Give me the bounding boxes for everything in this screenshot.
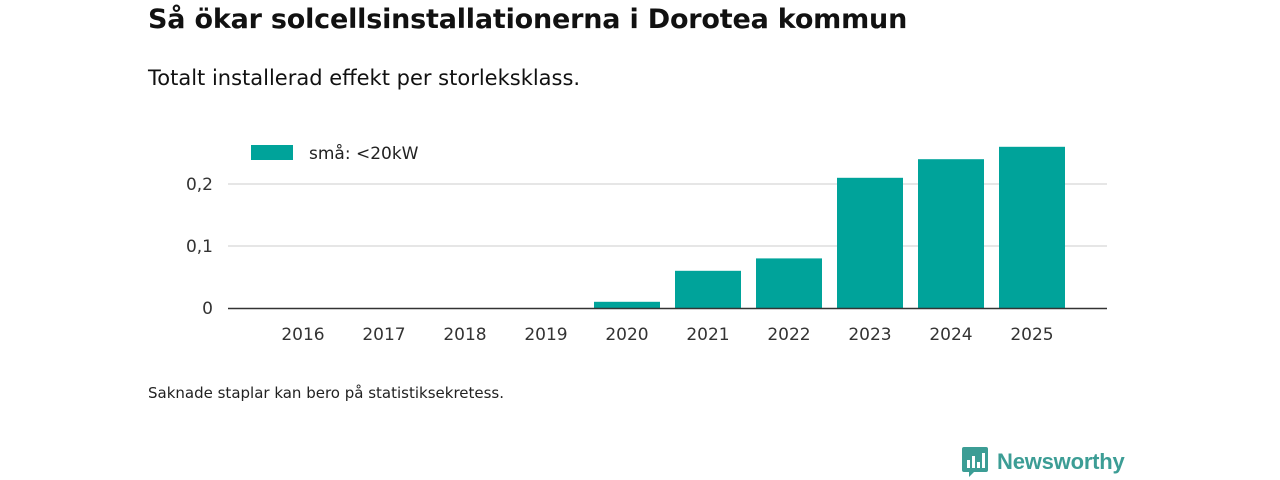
legend-label: små: <20kW (309, 143, 419, 164)
legend-swatch (251, 145, 293, 160)
x-axis-ticks: 2016 2017 2018 2019 2020 2021 2022 2023 2024 2025 (281, 325, 1053, 345)
y-tick-label: 0,1 (186, 237, 213, 257)
y-tick-label: 0 (202, 299, 213, 319)
x-tick-label: 2019 (524, 325, 567, 345)
y-tick-label: 0,2 (186, 175, 213, 195)
x-tick-label: 2017 (362, 325, 405, 345)
brand-name: Newsworthy (997, 449, 1125, 474)
x-tick-label: 2021 (686, 325, 729, 345)
bar-chart: 0 0,1 0,2 2016 2017 2018 2019 2020 2021 2022 2023… (186, 143, 1107, 345)
chart-title: Så ökar solcellsinstallationerna i Dorot… (148, 4, 908, 35)
bar-2023 (837, 177, 903, 308)
brand-logo[interactable]: Newsworthy (961, 446, 1125, 478)
legend: små: <20kW (251, 143, 419, 164)
bar-2025 (999, 146, 1065, 308)
x-tick-label: 2018 (443, 325, 486, 345)
bar-2020 (594, 301, 660, 308)
bar-series (594, 146, 1065, 308)
bar-2021 (675, 270, 741, 308)
bar-2022 (756, 258, 822, 308)
x-tick-label: 2025 (1010, 325, 1053, 345)
x-tick-label: 2020 (605, 325, 648, 345)
newsworthy-logo-icon (962, 447, 988, 477)
y-axis-ticks: 0 0,1 0,2 (186, 175, 213, 319)
footnote: Saknade staplar kan bero på statistiksek… (148, 384, 505, 402)
x-tick-label: 2024 (929, 325, 972, 345)
bar-2024 (918, 159, 984, 308)
chart-subtitle: Totalt installerad effekt per storlekskl… (148, 66, 581, 90)
x-tick-label: 2023 (848, 325, 891, 345)
x-tick-label: 2016 (281, 325, 324, 345)
x-tick-label: 2022 (767, 325, 810, 345)
